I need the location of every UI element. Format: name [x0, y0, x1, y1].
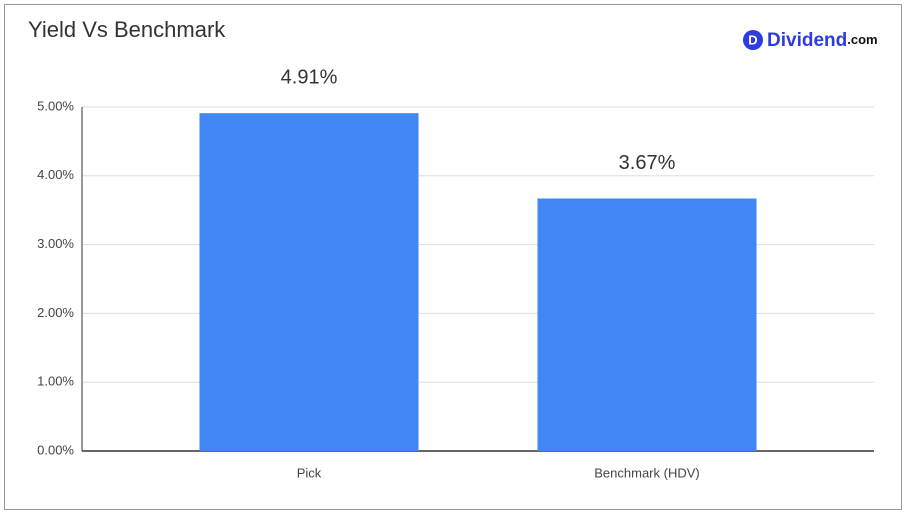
logo-text: Dividend.com: [767, 30, 878, 51]
x-tick-label: Benchmark (HDV): [594, 465, 699, 480]
y-tick-label: 0.00%: [37, 442, 74, 457]
logo-suffix: .com: [847, 32, 877, 47]
y-tick-label: 4.00%: [37, 167, 74, 182]
logo-badge: [743, 30, 763, 50]
y-tick-label: 1.00%: [37, 374, 74, 389]
chart-border: [4, 4, 902, 510]
y-tick-label: 5.00%: [37, 98, 74, 113]
logo: D Dividend.com: [743, 30, 878, 51]
logo-name: Dividend: [767, 30, 847, 51]
value-label: 3.67%: [619, 152, 676, 174]
value-label: 4.91%: [281, 66, 338, 88]
x-tick-label: Pick: [297, 465, 322, 480]
logo-icon: D: [748, 32, 757, 47]
bar: [199, 113, 419, 451]
bar: [537, 198, 757, 451]
chart-title: Yield Vs Benchmark: [28, 17, 226, 42]
y-tick-label: 3.00%: [37, 236, 74, 251]
y-tick-label: 2.00%: [37, 305, 74, 320]
